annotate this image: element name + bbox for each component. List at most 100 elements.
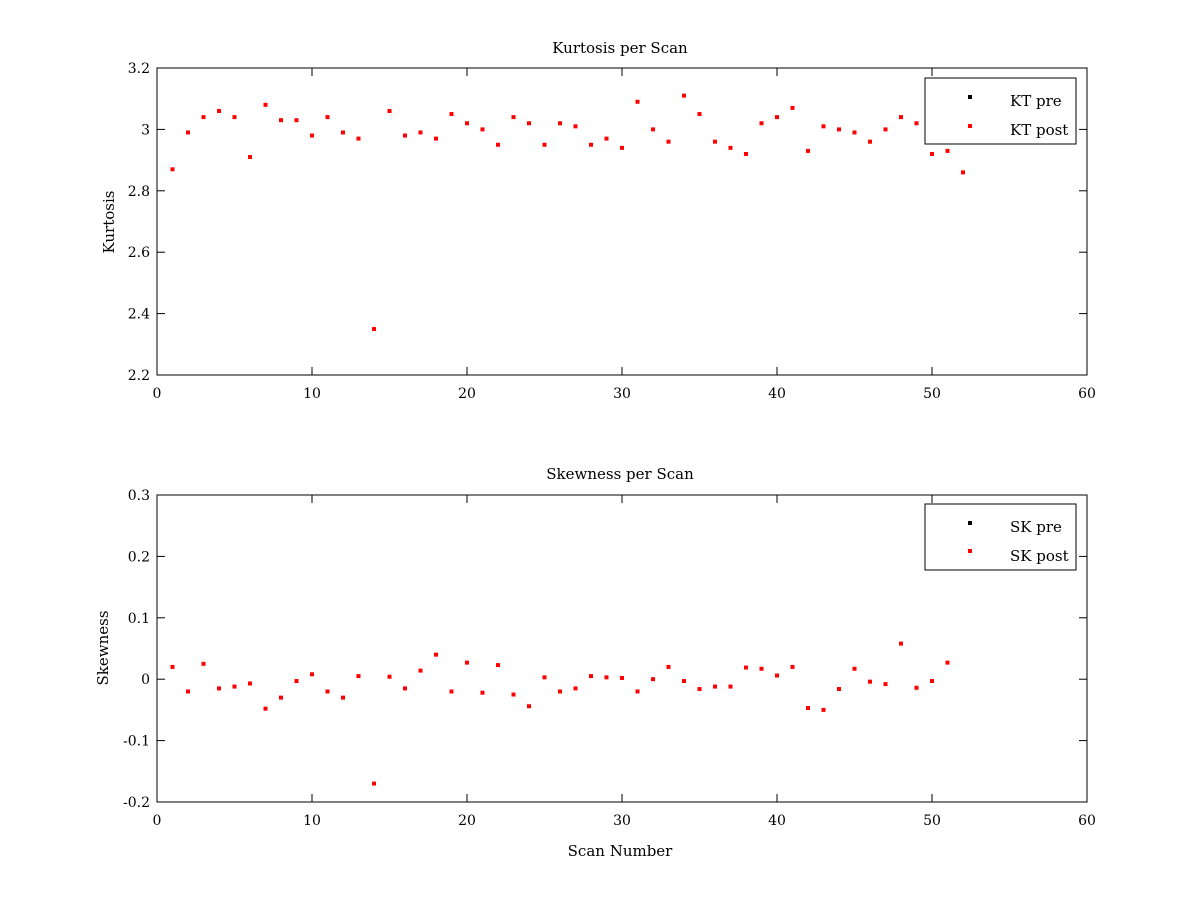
kurtosis-point-kt-post: [713, 139, 717, 144]
kurtosis-point-kt-post: [511, 115, 516, 120]
kurtosis-point-kt-post: [465, 121, 469, 126]
skewness-point-sk-post: [465, 660, 469, 665]
kurtosis-ylabel: Kurtosis: [100, 191, 118, 254]
kurtosis-point-kt-post: [961, 170, 965, 175]
skewness-point-sk-post: [837, 687, 841, 692]
skewness-point-sk-post: [821, 707, 826, 712]
skewness-point-sk-post: [248, 681, 252, 686]
kurtosis-point-kt-post: [821, 124, 826, 129]
skewness-ytick-label: 0.1: [128, 611, 150, 627]
kurtosis-legend-label-post: KT post: [1010, 121, 1068, 139]
skewness-xtick-label: 50: [923, 813, 941, 829]
kurtosis-legend-label-pre: KT pre: [1010, 92, 1062, 110]
kurtosis-point-kt-post: [682, 93, 686, 98]
kurtosis-xtick-label: 0: [153, 386, 162, 402]
skewness-ytick-label: 0.3: [128, 488, 150, 504]
skewness-point-sk-post: [883, 682, 888, 687]
skewness-point-sk-post: [790, 664, 795, 669]
skewness-point-sk-post: [511, 692, 516, 697]
kurtosis-ytick-label: 2.8: [128, 184, 150, 200]
skewness-point-sk-post: [682, 679, 686, 684]
kurtosis-point-kt-post: [837, 127, 841, 132]
skewness-point-sk-post: [899, 641, 903, 646]
skewness-point-sk-post: [728, 684, 733, 689]
kurtosis-point-kt-post: [589, 142, 593, 147]
kurtosis-point-kt-post: [418, 130, 423, 135]
skewness-point-sk-post: [310, 672, 314, 677]
skewness-legend-label-pre: SK pre: [1010, 518, 1062, 536]
kurtosis-point-kt-post: [759, 121, 764, 126]
skewness-legend-marker-post: [968, 549, 972, 553]
kurtosis-point-kt-post: [775, 115, 779, 120]
kurtosis-point-kt-post: [620, 145, 624, 150]
kurtosis-point-kt-post: [651, 127, 655, 132]
kurtosis-points: [170, 93, 965, 331]
skewness-ylabel: Skewness: [94, 610, 112, 685]
skewness-point-sk-post: [403, 686, 407, 691]
kurtosis-axes: Kurtosis per Scan Kurtosis 0 10 20 30 40 50 60…: [100, 39, 1096, 402]
kurtosis-legend-box: [924, 77, 1077, 145]
kurtosis-ytick-label: 2.6: [128, 245, 150, 261]
kurtosis-point-kt-post: [248, 155, 252, 160]
skewness-point-sk-post: [527, 704, 531, 709]
kurtosis-point-kt-post: [635, 99, 640, 104]
kurtosis-point-kt-post: [403, 133, 407, 138]
skewness-point-sk-post: [217, 686, 221, 691]
kurtosis-legend-marker-post: [968, 124, 972, 128]
skewness-point-sk-post: [542, 675, 547, 680]
skewness-point-sk-post: [868, 679, 872, 684]
kurtosis-point-kt-post: [744, 151, 748, 156]
kurtosis-point-kt-post: [914, 121, 919, 126]
skewness-point-sk-post: [279, 695, 283, 700]
kurtosis-xtick-label: 60: [1078, 386, 1096, 402]
skewness-point-sk-post: [480, 690, 485, 695]
kurtosis-point-kt-post: [294, 118, 299, 123]
skewness-point-sk-post: [666, 664, 671, 669]
skewness-axes: Skewness per Scan Skewness Scan Number 0…: [94, 465, 1096, 860]
kurtosis-point-kt-post: [232, 115, 237, 120]
skewness-xtick-label: 40: [768, 813, 786, 829]
skewness-legend-marker-pre: [968, 521, 972, 525]
kurtosis-point-kt-post: [573, 124, 578, 129]
kurtosis-xtick-label: 50: [923, 386, 941, 402]
skewness-point-sk-post: [434, 652, 438, 657]
kurtosis-xtick-label: 30: [613, 386, 631, 402]
kurtosis-xtick-label: 20: [458, 386, 476, 402]
kurtosis-point-kt-post: [558, 121, 562, 126]
kurtosis-point-kt-post: [480, 127, 485, 132]
skewness-point-sk-post: [635, 689, 640, 694]
kurtosis-point-kt-post: [542, 142, 547, 147]
skewness-ytick-label: 0.2: [128, 549, 150, 565]
skewness-point-sk-post: [341, 695, 345, 700]
kurtosis-point-kt-post: [325, 115, 330, 120]
skewness-ytick-label: 0: [141, 672, 150, 688]
skewness-xtick-label: 30: [613, 813, 631, 829]
skewness-point-sk-post: [558, 689, 562, 694]
skewness-xtick-label: 10: [303, 813, 321, 829]
skewness-point-sk-post: [356, 674, 361, 679]
kurtosis-point-kt-post: [527, 121, 531, 126]
skewness-point-sk-post: [387, 674, 392, 679]
skewness-title: Skewness per Scan: [546, 465, 694, 483]
skewness-ytick-label: -0.1: [123, 734, 150, 750]
skewness-point-sk-post: [604, 675, 609, 680]
skewness-point-sk-post: [232, 684, 237, 689]
kurtosis-ytick-label: 2.2: [128, 368, 150, 384]
kurtosis-point-kt-post: [387, 108, 392, 113]
kurtosis-ticks: 0 10 20 30 40 50 60 2.2 2.4 2.6 2.8 3 3.2: [128, 61, 1096, 402]
kurtosis-point-kt-post: [806, 148, 810, 153]
skewness-point-sk-post: [713, 684, 717, 689]
kurtosis-point-kt-post: [852, 130, 857, 135]
skewness-point-sk-post: [620, 675, 624, 680]
kurtosis-ytick-label: 2.4: [128, 307, 150, 323]
kurtosis-point-kt-post: [279, 118, 283, 123]
kurtosis-point-kt-post: [899, 115, 903, 120]
kurtosis-legend-marker-pre: [968, 95, 972, 99]
kurtosis-point-kt-post: [201, 115, 206, 120]
kurtosis-point-kt-post: [496, 142, 500, 147]
kurtosis-title: Kurtosis per Scan: [552, 39, 688, 57]
skewness-point-sk-post: [806, 706, 810, 711]
kurtosis-point-kt-post: [868, 139, 872, 144]
skewness-point-sk-post: [914, 685, 919, 690]
